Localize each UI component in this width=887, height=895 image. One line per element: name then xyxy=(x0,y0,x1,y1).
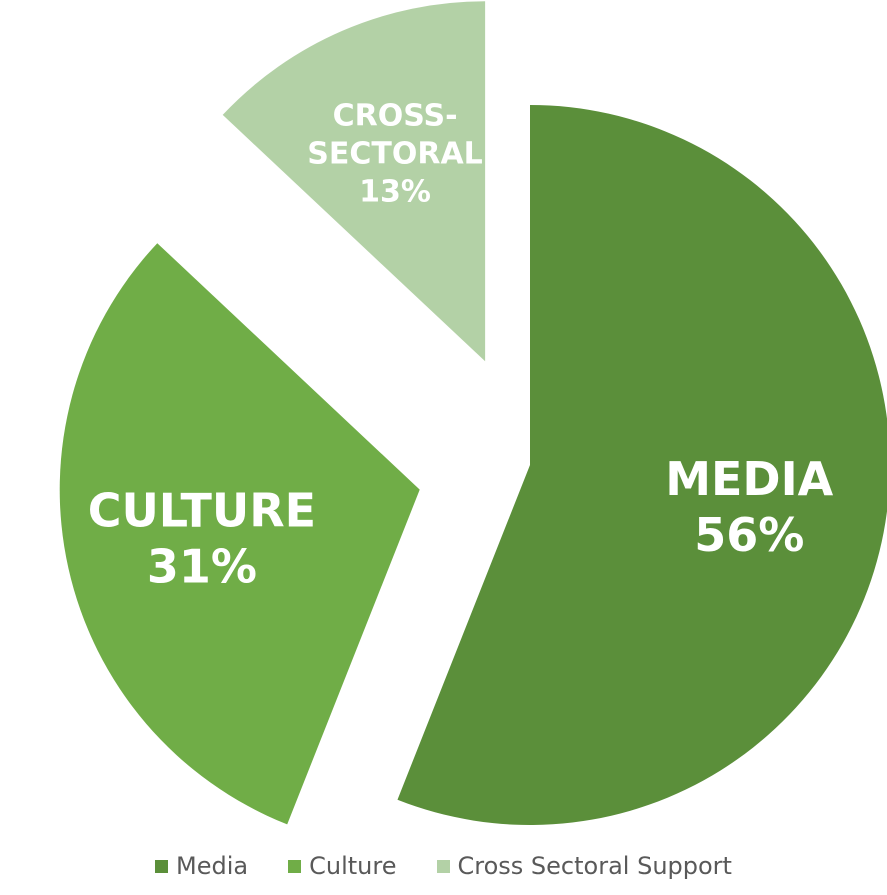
slice-label-media: MEDIA 56% xyxy=(665,452,833,562)
pie-slice-culture xyxy=(59,243,420,825)
pie-slice-media xyxy=(397,105,887,825)
pie-slice-cross-sectoral-support xyxy=(222,1,486,362)
legend-swatch-media xyxy=(155,859,169,873)
legend-label-media: Media xyxy=(176,852,249,880)
legend-item-cross-sectoral-support: Cross Sectoral Support xyxy=(436,852,732,880)
legend-label-culture: Culture xyxy=(309,852,397,880)
legend-swatch-cross-sectoral-support xyxy=(436,859,450,873)
chart-legend: Media Culture Cross Sectoral Support xyxy=(0,852,887,880)
slice-label-cross-sectoral-support: CROSS-SECTORAL 13% xyxy=(307,99,483,210)
legend-item-culture: Culture xyxy=(288,852,397,880)
legend-swatch-culture xyxy=(288,859,302,873)
slice-label-culture: CULTURE 31% xyxy=(88,483,316,593)
legend-label-cross-sectoral-support: Cross Sectoral Support xyxy=(457,852,732,880)
legend-item-media: Media xyxy=(155,852,248,880)
